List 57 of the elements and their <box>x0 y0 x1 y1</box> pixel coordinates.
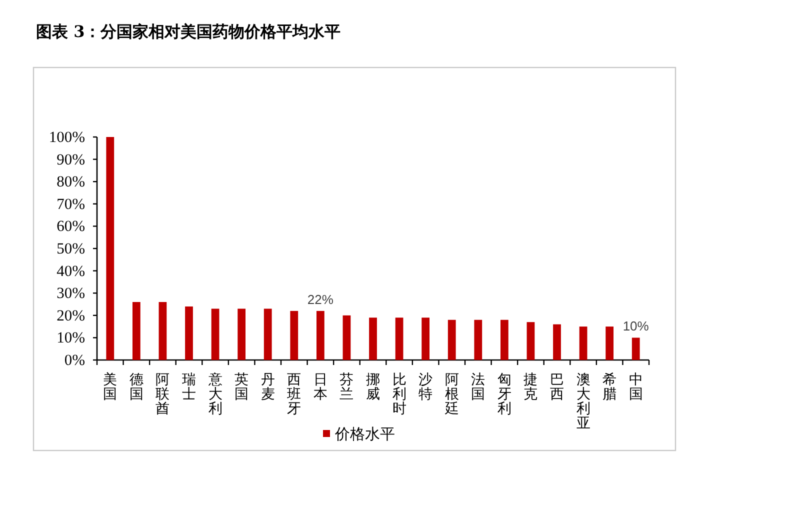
x-tick-label: 芬兰 <box>340 372 354 402</box>
x-tick-label: 阿根廷 <box>444 373 459 417</box>
x-tick-label: 匈牙利 <box>497 372 512 417</box>
x-tick-label: 巴西 <box>550 373 564 402</box>
y-tick-label: 80% <box>56 174 86 191</box>
x-tick-label: 沙特 <box>418 372 433 402</box>
x-tick-label: 意大利 <box>207 372 222 417</box>
y-tick-label: 100% <box>48 129 86 146</box>
x-tick-label: 希腊 <box>602 372 617 402</box>
y-tick-label: 90% <box>56 151 86 168</box>
bar <box>500 320 508 360</box>
bar <box>264 308 272 360</box>
data-label: 22% <box>307 292 334 307</box>
bar <box>579 326 588 360</box>
bar <box>553 324 561 360</box>
x-tick-label: 瑞士 <box>182 372 196 402</box>
x-tick-label: 挪威 <box>366 372 380 402</box>
y-tick-label: 10% <box>56 330 86 347</box>
bar <box>106 137 114 360</box>
x-tick-label: 中国 <box>628 372 643 402</box>
legend-label: 价格水平 <box>334 426 395 443</box>
x-tick-label: 比利时 <box>392 372 406 417</box>
y-tick-label: 30% <box>56 285 86 302</box>
bar <box>395 318 404 360</box>
bar <box>238 308 246 360</box>
bar <box>290 310 298 360</box>
x-tick-label: 西班牙 <box>287 373 302 417</box>
bar <box>448 320 456 360</box>
bar <box>158 302 167 360</box>
bar <box>474 320 482 360</box>
bar <box>211 308 220 360</box>
x-tick-label: 英国 <box>234 372 249 402</box>
bar <box>316 310 324 360</box>
y-tick-label: 40% <box>56 262 86 280</box>
x-tick-label: 美国 <box>103 372 118 402</box>
y-tick-label: 50% <box>56 240 86 258</box>
y-tick-label: 0% <box>64 352 86 369</box>
x-tick-label: 捷克 <box>524 372 538 402</box>
bar <box>342 315 351 360</box>
x-tick-label: 日本 <box>313 373 328 402</box>
bar <box>526 322 535 360</box>
y-tick-label: 20% <box>56 307 86 324</box>
chart-title: 图表 3：分国家相对美国药物价格平均水平 <box>36 22 341 41</box>
bar <box>422 318 430 360</box>
data-label: 10% <box>622 318 650 334</box>
x-tick-label: 德国 <box>129 372 144 402</box>
bar <box>369 318 377 360</box>
bar <box>185 306 193 360</box>
x-tick-label: 阿联酋 <box>156 373 170 417</box>
x-tick-label: 丹麦 <box>260 372 275 402</box>
y-tick-label: 60% <box>56 218 86 236</box>
bar <box>606 326 614 360</box>
x-tick-label: 法国 <box>471 372 486 402</box>
bar <box>132 302 140 360</box>
bar <box>632 338 640 360</box>
x-tick-label: 澳大利亚 <box>576 372 590 432</box>
y-tick-label: 70% <box>56 196 86 213</box>
